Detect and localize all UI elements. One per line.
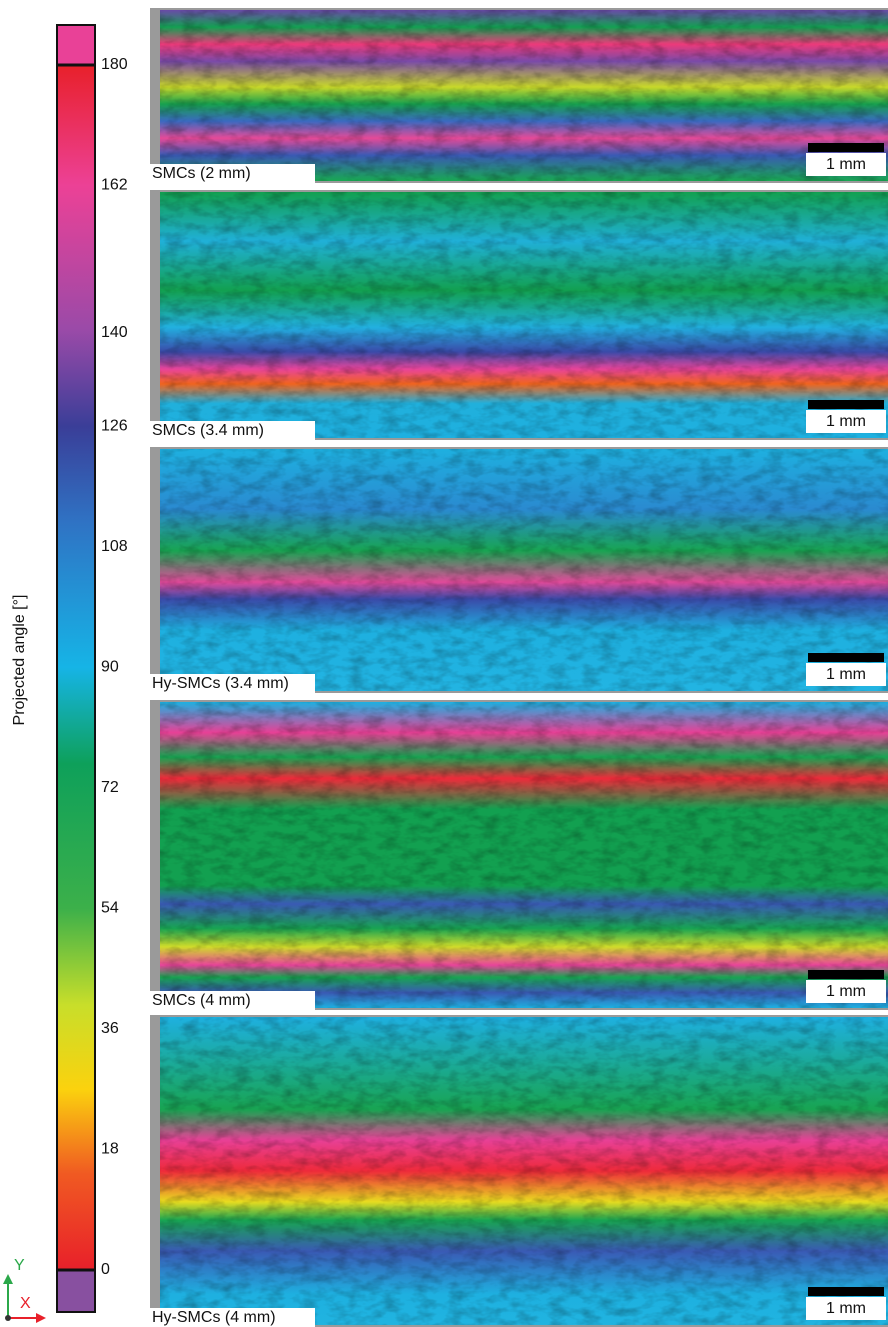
label-box bbox=[150, 1308, 315, 1327]
colorbar-gradient bbox=[56, 64, 96, 1271]
scale-bar bbox=[808, 1287, 884, 1296]
image-panel: SMCs (3.4 mm) 1 mm bbox=[150, 190, 888, 440]
scale-box bbox=[806, 663, 886, 686]
tick-label: 36 bbox=[101, 1020, 119, 1037]
noise-texture bbox=[160, 192, 888, 438]
scale-bar bbox=[808, 970, 884, 979]
noise-texture bbox=[160, 10, 888, 181]
scale-bar bbox=[808, 400, 884, 409]
scale-label: 1 mm bbox=[826, 983, 866, 1000]
panel-label: Hy-SMCs (4 mm) bbox=[152, 1309, 276, 1326]
tick-label: 140 bbox=[101, 324, 128, 341]
label-box bbox=[150, 421, 315, 440]
label-box bbox=[150, 991, 315, 1010]
scale-label: 1 mm bbox=[826, 413, 866, 430]
tick-label: 180 bbox=[101, 56, 128, 73]
noise-texture bbox=[160, 449, 888, 691]
noise-texture bbox=[160, 1017, 888, 1325]
scale-box bbox=[806, 410, 886, 433]
tick-label: 54 bbox=[101, 900, 119, 917]
tick-label: 126 bbox=[101, 418, 128, 435]
tick-label: 0 bbox=[101, 1261, 110, 1278]
scale-box bbox=[806, 1297, 886, 1320]
tick-label: 90 bbox=[101, 659, 119, 676]
image-panel: SMCs (4 mm) 1 mm bbox=[150, 700, 888, 1010]
panel-label: SMCs (3.4 mm) bbox=[152, 422, 264, 439]
panel-label: SMCs (2 mm) bbox=[152, 165, 251, 182]
origin bbox=[5, 1315, 11, 1321]
tick-label: 108 bbox=[101, 538, 128, 555]
y-arrow-head bbox=[3, 1274, 13, 1284]
panel-label: SMCs (4 mm) bbox=[152, 992, 251, 1009]
over-box bbox=[56, 24, 96, 66]
scale-label: 1 mm bbox=[826, 156, 866, 173]
label-box bbox=[150, 164, 315, 183]
scale-box bbox=[806, 153, 886, 176]
image-panel: Hy-SMCs (4 mm) 1 mm bbox=[150, 1015, 888, 1327]
image-panel: Hy-SMCs (3.4 mm) 1 mm bbox=[150, 447, 888, 693]
scale-bar bbox=[808, 653, 884, 662]
tick-label: 18 bbox=[101, 1141, 119, 1158]
y-axis-name: Y bbox=[14, 1257, 25, 1274]
colorbar-label: Projected angle [°] bbox=[11, 595, 28, 726]
colorbar: Projected angle [°] bbox=[11, 24, 96, 1313]
scale-bar bbox=[808, 143, 884, 152]
scale-box bbox=[806, 980, 886, 1003]
x-arrow-head bbox=[36, 1313, 46, 1323]
x-axis-name: X bbox=[20, 1295, 31, 1312]
coordinate-axes: Y X bbox=[3, 1257, 46, 1323]
noise-texture bbox=[160, 702, 888, 1008]
scale-label: 1 mm bbox=[826, 666, 866, 683]
label-box bbox=[150, 674, 315, 693]
image-panel: SMCs (2 mm) 1 mm bbox=[150, 8, 888, 183]
under-box bbox=[56, 1269, 96, 1313]
scale-label: 1 mm bbox=[826, 1300, 866, 1317]
tick-label: 162 bbox=[101, 177, 128, 194]
tick-label: 72 bbox=[101, 779, 119, 796]
panel-label: Hy-SMCs (3.4 mm) bbox=[152, 675, 289, 692]
